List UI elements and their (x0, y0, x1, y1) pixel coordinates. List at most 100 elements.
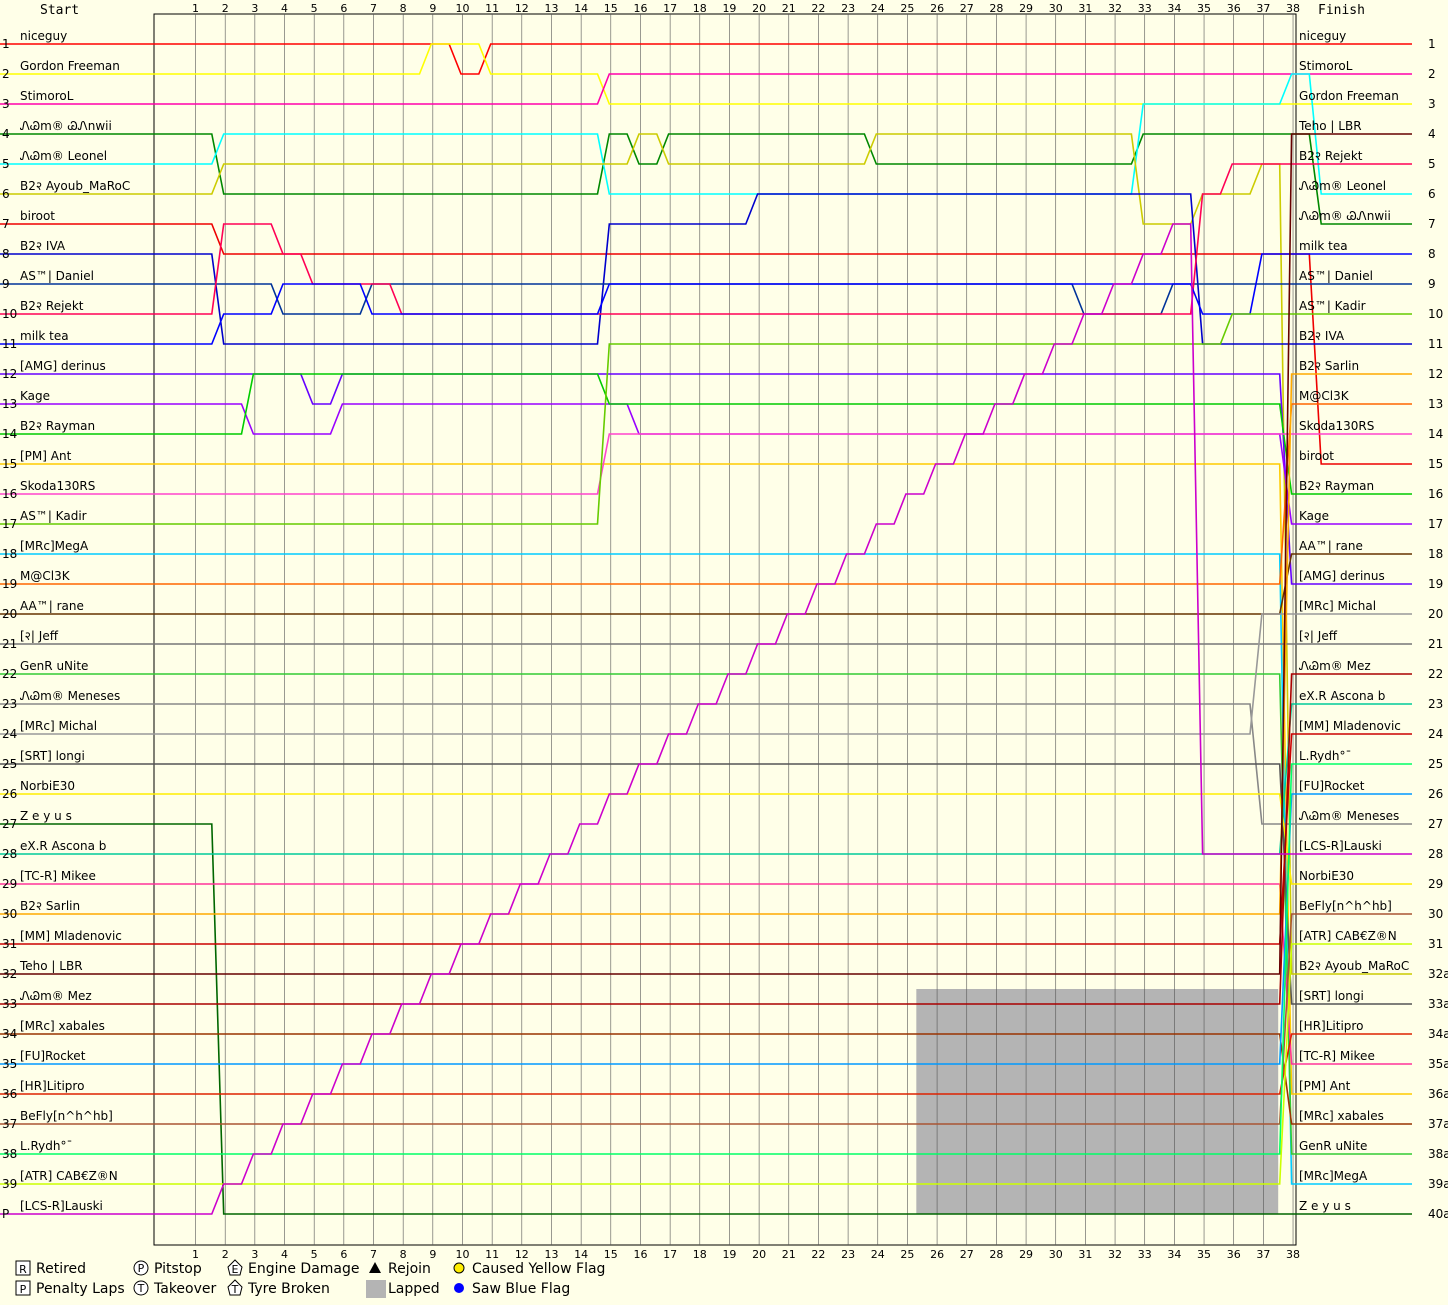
finish-position-number: 37a (1428, 1117, 1448, 1131)
legend-yellow-flag-icon (453, 1262, 465, 1274)
lap-tick-label: 4 (281, 2, 288, 15)
legend-symbol: R (19, 1263, 27, 1276)
finish-driver-label: ᏁᏊm® ᏊᏁnwii (1299, 209, 1391, 223)
finish-position-number: 1 (1428, 37, 1436, 51)
legend-label: Engine Damage (248, 1261, 360, 1277)
series-line (0, 673, 1412, 1155)
lap-tick-label: 24 (871, 2, 885, 15)
lapped-region (916, 989, 1279, 1214)
legend-blue-flag-icon (454, 1283, 464, 1293)
lap-tick-label: 23 (841, 2, 855, 15)
start-position-number: 9 (2, 277, 10, 291)
lap-tick-label: 36 (1227, 1248, 1241, 1261)
finish-position-number: 2 (1428, 67, 1436, 81)
finish-position-number: 32a (1428, 967, 1448, 981)
finish-position-number: 24 (1428, 727, 1443, 741)
start-driver-label: biroot (20, 209, 55, 223)
finish-driver-label: Z e y u s (1299, 1199, 1351, 1213)
lap-tick-label: 23 (841, 1248, 855, 1261)
lap-tick-label: 12 (515, 2, 529, 15)
start-driver-label: [LCS-R]Lauski (20, 1199, 103, 1213)
lap-tick-label: 18 (693, 2, 707, 15)
start-position-number: 10 (2, 307, 17, 321)
series-line (0, 1033, 1412, 1125)
start-position-number: 29 (2, 877, 17, 891)
finish-position-number: 19 (1428, 577, 1443, 591)
lap-tick-label: 6 (340, 2, 347, 15)
finish-position-number: 29 (1428, 877, 1443, 891)
legend-label: Penalty Laps (36, 1281, 125, 1297)
lap-tick-label: 7 (370, 1248, 377, 1261)
start-position-number: 8 (2, 247, 10, 261)
start-driver-label: [MRc]MegA (20, 539, 89, 553)
finish-driver-label: [MRc] Michal (1299, 599, 1376, 613)
lap-tick-label: 25 (900, 1248, 914, 1261)
lap-tick-label: 21 (782, 1248, 796, 1261)
start-position-number: 1 (2, 37, 10, 51)
lap-tick-label: 32 (1108, 1248, 1122, 1261)
start-position-number: 38 (2, 1147, 17, 1161)
series-line (0, 223, 1412, 1215)
finish-position-number: 25 (1428, 757, 1443, 771)
lap-tick-label: 1 (192, 1248, 199, 1261)
start-driver-label: [PM] Ant (20, 449, 72, 463)
lap-tick-label: 2 (222, 2, 229, 15)
legend-label: Lapped (388, 1281, 440, 1297)
finish-position-number: 15 (1428, 457, 1443, 471)
lap-tick-label: 20 (752, 2, 766, 15)
lap-tick-label: 37 (1256, 1248, 1270, 1261)
start-driver-label: M@Cl3K (20, 569, 71, 583)
start-driver-label: ᏁᏊm® Leonel (20, 149, 107, 163)
start-driver-label: [HR]Litipro (20, 1079, 84, 1093)
series-line (0, 1033, 1412, 1095)
start-driver-label: B2२ IVA (20, 239, 66, 253)
lap-tick-label: 17 (663, 1248, 677, 1261)
lap-tick-label: 15 (604, 1248, 618, 1261)
start-driver-label: Gordon Freeman (20, 59, 120, 73)
legend-label: Saw Blue Flag (472, 1281, 570, 1297)
lap-tick-label: 36 (1227, 2, 1241, 15)
finish-driver-label: Kage (1299, 509, 1329, 523)
start-driver-label: GenR uNite (20, 659, 88, 673)
lap-grid: 1122334455667788991010111112121313141415… (153, 2, 1300, 1261)
lap-tick-label: 15 (604, 2, 618, 15)
lap-tick-label: 13 (544, 2, 558, 15)
finish-driver-label: ᏁᏊm® Mez (1299, 659, 1371, 673)
finish-position-number: 40a (1428, 1207, 1448, 1221)
lapped-area (916, 989, 1279, 1214)
finish-position-number: 12 (1428, 367, 1443, 381)
start-position-number: 30 (2, 907, 17, 921)
lap-tick-label: 14 (574, 2, 588, 15)
legend-label: Retired (36, 1261, 86, 1277)
start-driver-label: [MRc] xabales (20, 1019, 105, 1033)
series-line (0, 193, 1412, 345)
finish-position-number: 38a (1428, 1147, 1448, 1161)
start-position-number: 22 (2, 667, 17, 681)
legend-label: Caused Yellow Flag (472, 1261, 605, 1277)
lap-tick-label: 20 (752, 1248, 766, 1261)
start-position-number: 11 (2, 337, 17, 351)
lap-tick-label: 13 (544, 1248, 558, 1261)
finish-driver-label: B2२ Rejekt (1299, 149, 1363, 163)
finish-position-number: 17 (1428, 517, 1443, 531)
start-position-number: 21 (2, 637, 17, 651)
lap-tick-label: 35 (1197, 1248, 1211, 1261)
lap-tick-label: 31 (1078, 1248, 1092, 1261)
start-position-number: 25 (2, 757, 17, 771)
lap-tick-label: 4 (281, 1248, 288, 1261)
lap-tick-label: 29 (1019, 1248, 1033, 1261)
finish-driver-label: StimoroL (1299, 59, 1353, 73)
lap-tick-label: 29 (1019, 2, 1033, 15)
lap-tick-label: 19 (722, 1248, 736, 1261)
finish-position-number: 14 (1428, 427, 1443, 441)
start-driver-label: [FU]Rocket (20, 1049, 86, 1063)
finish-position-number: 34a (1428, 1027, 1448, 1041)
start-driver-label: AA™| rane (20, 599, 84, 613)
finish-position-number: 4 (1428, 127, 1436, 141)
finish-position-number: 8 (1428, 247, 1436, 261)
lap-tick-label: 9 (429, 2, 436, 15)
lap-tick-label: 14 (574, 1248, 588, 1261)
series-line (0, 703, 1412, 825)
series-line (0, 373, 1412, 915)
finish-driver-label: B2२ Ayoub_MaRoC (1299, 959, 1409, 973)
